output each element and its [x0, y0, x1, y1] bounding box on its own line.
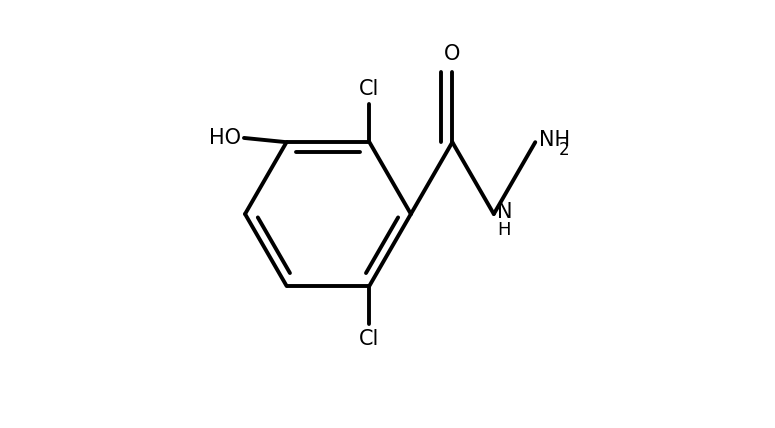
Text: Cl: Cl — [360, 79, 380, 99]
Text: HO: HO — [208, 128, 240, 148]
Text: H: H — [498, 221, 511, 239]
Text: O: O — [444, 44, 460, 64]
Text: 2: 2 — [559, 141, 570, 159]
Text: N: N — [498, 202, 513, 222]
Text: Cl: Cl — [360, 329, 380, 349]
Text: NH: NH — [539, 130, 570, 150]
